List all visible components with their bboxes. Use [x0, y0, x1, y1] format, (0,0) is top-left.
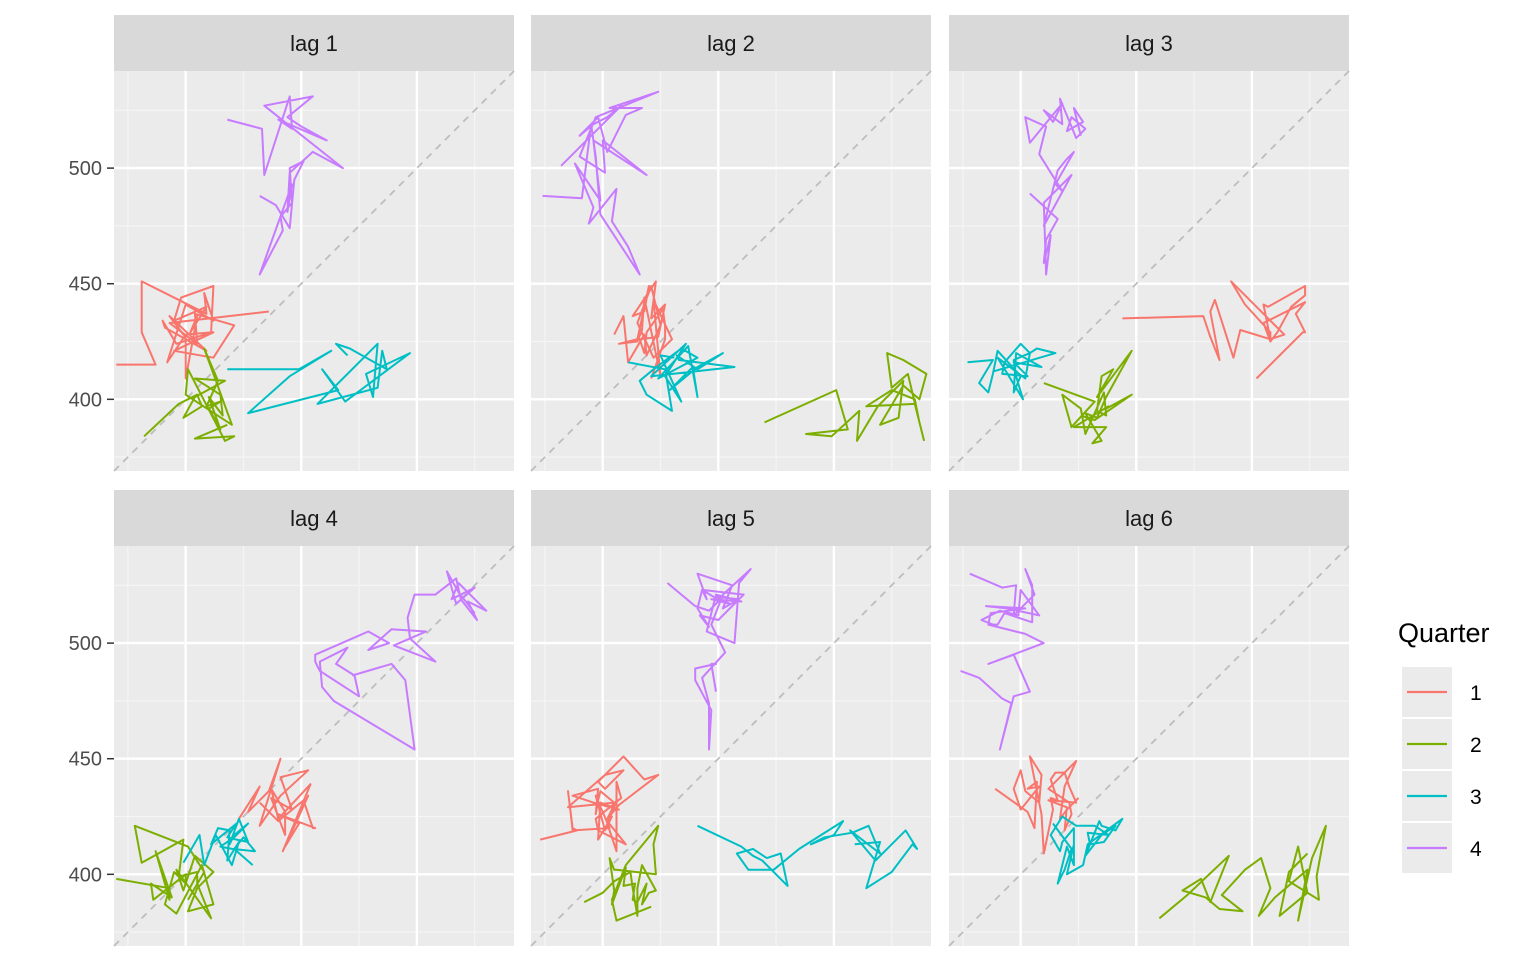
y-tick-label: 500 — [69, 633, 102, 655]
diagonal-reference-line — [948, 545, 1350, 947]
legend-entry: 2 — [1402, 719, 1482, 769]
series-line-quarter-2 — [583, 824, 660, 922]
facet-strip — [531, 490, 931, 546]
series-line-quarter-3 — [697, 820, 919, 890]
series-line-quarter-1 — [613, 280, 673, 379]
facet-panel: lag 1 400 450 500 — [69, 15, 515, 472]
series-line-quarter-4 — [314, 570, 488, 751]
series-line-quarter-2 — [116, 824, 215, 920]
y-tick-label: 450 — [69, 749, 102, 771]
y-tick-label: 400 — [69, 389, 102, 411]
facet-strip — [114, 15, 514, 71]
series-line-quarter-1 — [539, 755, 660, 853]
facet-strip — [949, 15, 1349, 71]
legend-entry: 1 — [1402, 667, 1482, 717]
series-line-quarter-3 — [627, 342, 736, 412]
series-line-quarter-4 — [1024, 97, 1087, 276]
facet-panel: lag 6 — [948, 490, 1350, 947]
diagonal-reference-line — [530, 70, 932, 472]
series-line-quarter-2 — [1043, 349, 1133, 445]
facet-strip-label: lag 6 — [1125, 506, 1173, 531]
facet-panel: lag 5 — [530, 490, 932, 947]
diagonal-reference-line — [948, 70, 1350, 472]
facet-strip-label: lag 3 — [1125, 31, 1173, 56]
series-line-quarter-4 — [960, 568, 1045, 751]
legend-label: 1 — [1470, 682, 1482, 705]
series-line-quarter-3 — [967, 342, 1057, 401]
series-line-quarter-3 — [1049, 815, 1124, 885]
series-group — [116, 95, 411, 442]
series-line-quarter-3 — [227, 342, 411, 415]
facet-panel: lag 3 — [948, 15, 1350, 472]
diagonal-reference-line — [113, 70, 515, 472]
facet-strip-label: lag 1 — [290, 31, 338, 56]
series-line-quarter-2 — [1158, 824, 1327, 922]
series-line-quarter-4 — [227, 95, 344, 276]
facet-strip — [949, 490, 1349, 546]
legend-label: 4 — [1470, 838, 1482, 861]
diagonal-reference-line — [530, 545, 932, 947]
legend-label: 2 — [1470, 734, 1482, 757]
series-group — [539, 568, 919, 922]
series-line-quarter-4 — [542, 90, 660, 276]
series-line-quarter-1 — [994, 755, 1080, 855]
series-line-quarter-1 — [116, 280, 270, 380]
series-line-quarter-3 — [182, 817, 256, 867]
series-line-quarter-2 — [764, 352, 928, 442]
series-group — [116, 570, 488, 920]
legend-entry: 4 — [1402, 823, 1482, 873]
legend-entry: 3 — [1402, 771, 1482, 821]
series-group — [542, 90, 928, 442]
legend-label: 3 — [1470, 786, 1482, 809]
series-line-quarter-2 — [143, 347, 236, 442]
series-line-quarter-1 — [1122, 280, 1307, 380]
series-group — [967, 97, 1307, 445]
facet-strip-label: lag 4 — [290, 506, 338, 531]
y-tick-label: 450 — [69, 274, 102, 296]
series-line-quarter-4 — [666, 568, 752, 751]
legend-title: Quarter — [1398, 618, 1490, 648]
facet-strip-label: lag 5 — [707, 506, 755, 531]
facet-strip — [114, 490, 514, 546]
legend: Quarter 1 2 3 4 — [1398, 618, 1490, 873]
facet-panel: lag 4 400 450 500 — [69, 490, 515, 947]
series-line-quarter-1 — [238, 757, 317, 853]
facet-strip-label: lag 2 — [707, 31, 755, 56]
facet-strip — [531, 15, 931, 71]
series-group — [960, 568, 1327, 922]
facet-panel: lag 2 — [530, 15, 932, 472]
y-tick-label: 500 — [69, 158, 102, 180]
y-tick-label: 400 — [69, 864, 102, 886]
